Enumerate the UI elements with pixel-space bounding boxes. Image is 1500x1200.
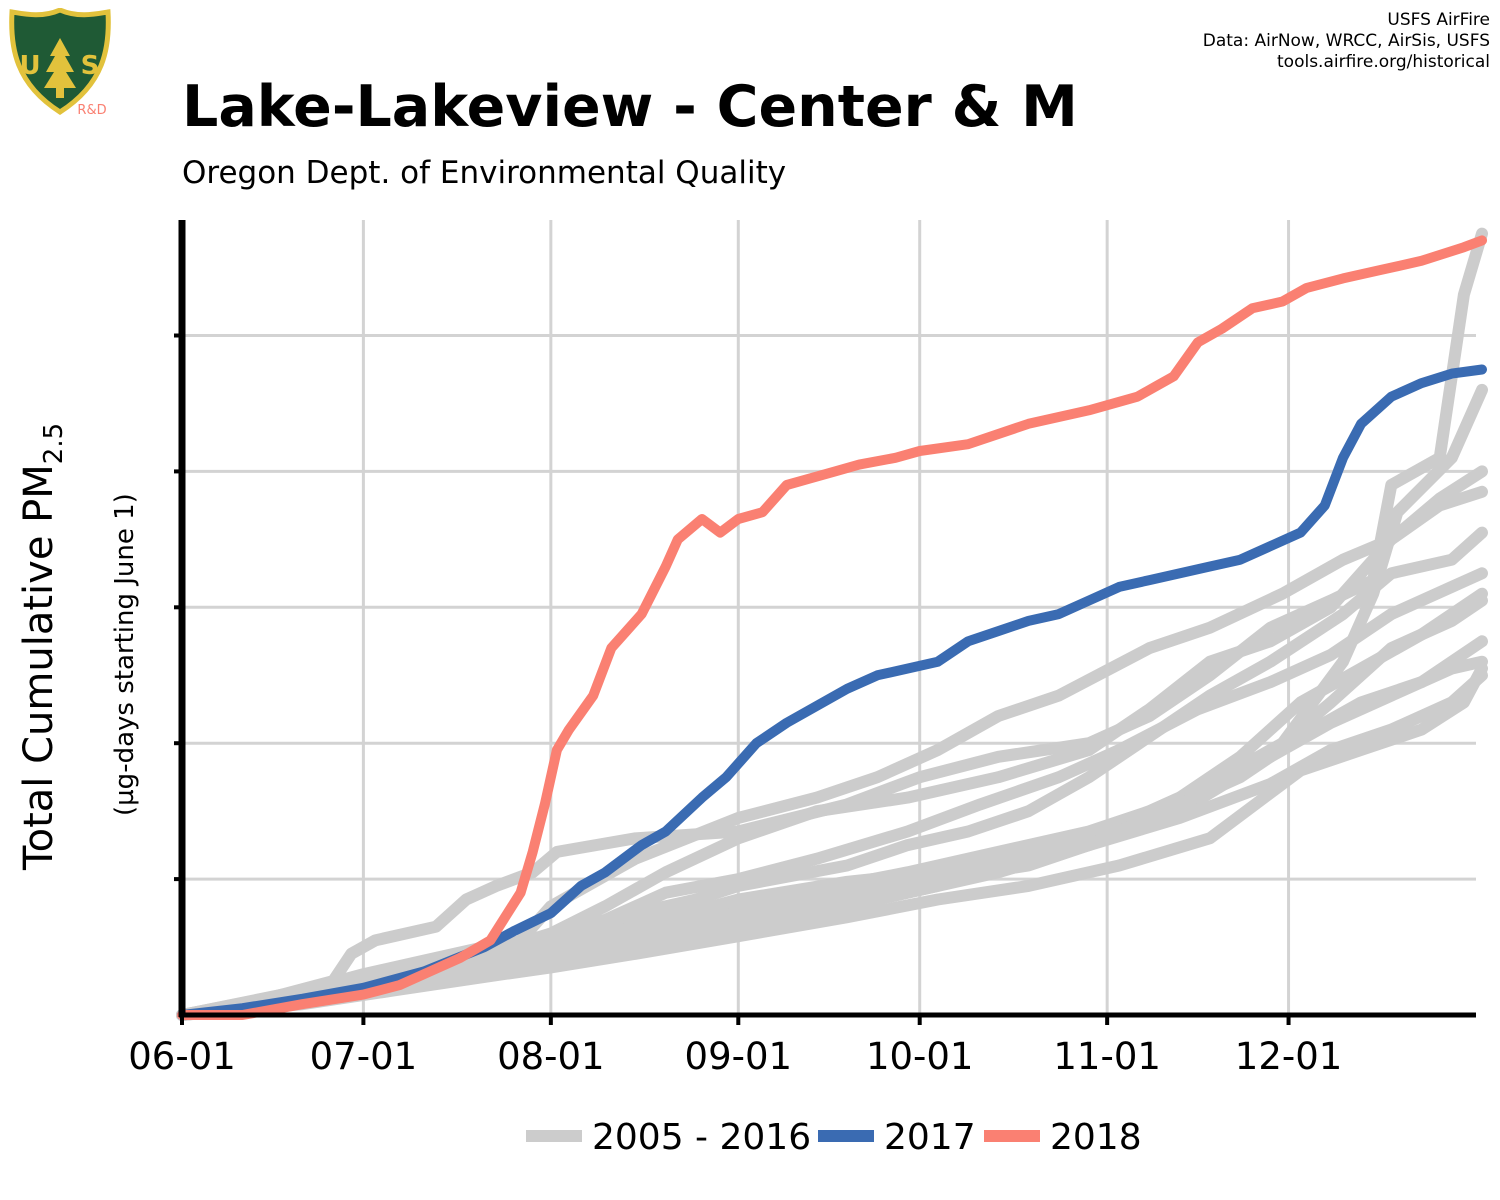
y-axis-title-subscript: 2.5 xyxy=(39,423,69,464)
history-series-group xyxy=(176,227,1488,1021)
axes: 06-01 07-01 08-01 09-01 10-01 11-01 12-01 xyxy=(128,220,1476,1078)
history-series-line xyxy=(176,383,1488,1021)
legend-label: 2018 xyxy=(1050,1117,1142,1158)
logo-s-letter: S xyxy=(81,51,100,81)
x-tick-label: 11-01 xyxy=(1053,1035,1161,1078)
legend-label: 2005 - 2016 xyxy=(592,1117,811,1158)
x-tick-label: 12-01 xyxy=(1235,1035,1343,1078)
credit-line: USFS AirFire xyxy=(1387,10,1490,30)
logo-u-letter: U xyxy=(19,51,40,81)
axis-labels: Total Cumulative PM2.5 (µg-days starting… xyxy=(16,423,140,871)
series-line-2018 xyxy=(177,235,1487,1020)
tree-icon xyxy=(44,38,76,98)
credits: USFS AirFire Data: AirNow, WRCC, AirSis,… xyxy=(1203,10,1490,73)
legend-label: 2017 xyxy=(884,1117,976,1158)
usfs-logo: U S R&D xyxy=(9,8,111,118)
logo-rd-text: R&D xyxy=(77,103,106,118)
y-axis-title: Total Cumulative PM2.5 xyxy=(16,423,69,871)
x-tick-label: 06-01 xyxy=(128,1035,236,1078)
history-series-line xyxy=(176,669,1488,1021)
x-tick-label: 08-01 xyxy=(497,1035,605,1078)
y-axis-title-main: Total Cumulative PM xyxy=(16,464,62,871)
credit-line: Data: AirNow, WRCC, AirSis, USFS xyxy=(1202,31,1490,51)
x-tick-label: 09-01 xyxy=(685,1035,793,1078)
legend: 2005 - 2016 2017 2018 xyxy=(526,1117,1142,1158)
x-tick-label: 07-01 xyxy=(310,1035,418,1078)
credit-line: tools.airfire.org/historical xyxy=(1277,52,1490,72)
chart-subtitle: Oregon Dept. of Environmental Quality xyxy=(182,155,787,191)
x-tick-label: 10-01 xyxy=(866,1035,974,1078)
history-series-line xyxy=(176,662,1488,1021)
highlight-series-group xyxy=(177,235,1487,1020)
series-line-2017 xyxy=(177,364,1487,1020)
y-axis-subtitle: (µg-days starting June 1) xyxy=(110,493,140,816)
chart-title: Lake-Lakeview - Center & M xyxy=(182,74,1078,140)
